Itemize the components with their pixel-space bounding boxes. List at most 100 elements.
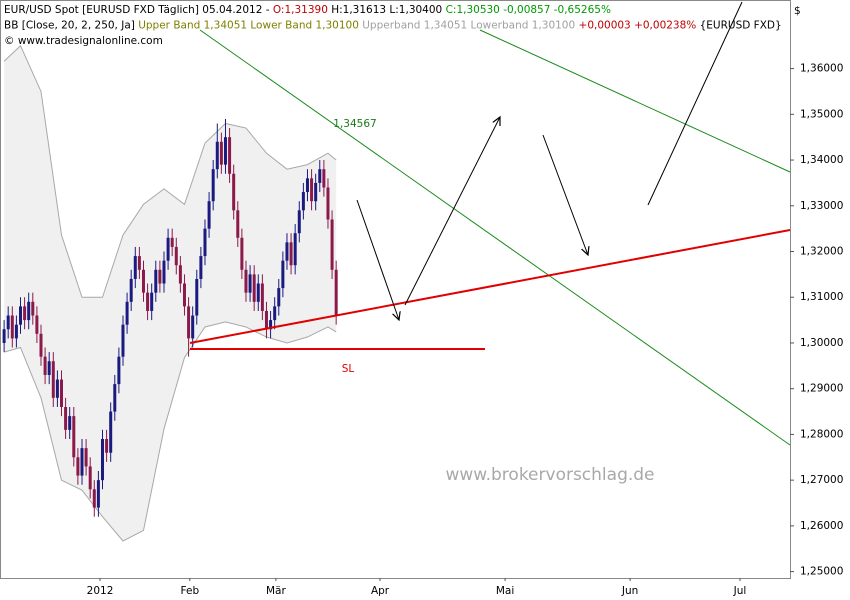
candle-body xyxy=(326,187,330,220)
candle-body xyxy=(47,361,51,375)
candle-body xyxy=(318,169,322,183)
annotation: 1,34567 xyxy=(333,118,376,130)
candle-body xyxy=(68,416,72,430)
candle-body xyxy=(121,324,125,357)
candle-body xyxy=(236,210,240,238)
header: EUR/USD Spot [EURUSD FXD Täglich] 05.04.… xyxy=(4,4,782,47)
candle-body xyxy=(305,178,309,193)
candle-body xyxy=(105,438,109,453)
candle-body xyxy=(293,233,297,266)
candle-body xyxy=(187,306,191,339)
candle-body xyxy=(228,137,232,174)
candle-body xyxy=(264,310,268,330)
candle-body xyxy=(18,306,22,325)
header-line: BB [Close, 20, 2, 250, Ja] Upper Band 1,… xyxy=(4,20,782,32)
candle-body xyxy=(223,137,227,165)
candle-body xyxy=(215,141,219,170)
x-tick-label: Jun xyxy=(621,585,638,597)
candle-body xyxy=(59,379,63,407)
arrow xyxy=(404,117,500,306)
y-tick-label: 1,33000 xyxy=(800,200,843,212)
candle-body xyxy=(297,210,301,234)
header-segment: O:1,31390 xyxy=(273,4,328,16)
candle-body xyxy=(51,361,55,398)
header-segment: +0,00003 +0,00238% xyxy=(579,20,700,32)
candle-body xyxy=(76,457,80,476)
candle-body xyxy=(195,278,199,316)
y-tick-label: 1,32000 xyxy=(800,246,843,258)
candle-body xyxy=(43,356,47,375)
candle-body xyxy=(219,141,223,165)
watermark: www.brokervorschlag.de xyxy=(445,465,654,485)
upper-band xyxy=(3,44,337,298)
candle-body xyxy=(260,283,264,311)
candle-body xyxy=(330,219,334,270)
y-tick-label: 1,31000 xyxy=(800,291,843,303)
header-segment: {EURUSD FXD} xyxy=(700,20,782,32)
candle-body xyxy=(10,315,14,339)
x-tick-label: 2012 xyxy=(87,585,114,597)
candle-body xyxy=(125,301,129,325)
arrow xyxy=(542,134,588,255)
candle-body xyxy=(72,416,76,458)
header-line: EUR/USD Spot [EURUSD FXD Täglich] 05.04.… xyxy=(4,4,611,16)
header-segment: H:1,31613 L:1,30400 xyxy=(328,4,446,16)
candle-body xyxy=(113,384,117,412)
candle-body xyxy=(84,448,88,467)
x-tick-label: Mär xyxy=(266,585,286,597)
candle-body xyxy=(178,265,182,284)
candle-body xyxy=(146,292,150,311)
candle-body xyxy=(92,489,96,508)
candle-body xyxy=(133,256,137,279)
y-tick-label: 1,36000 xyxy=(800,63,843,75)
candle-body xyxy=(322,169,326,188)
candle-body xyxy=(199,256,203,279)
candle-body xyxy=(2,329,6,343)
candle-body xyxy=(39,333,43,357)
y-axis-label: $ xyxy=(794,5,801,17)
header-segment: BB [Close, 20, 2, 250, Ja] xyxy=(4,20,138,32)
arrow xyxy=(647,1,743,206)
candle-body xyxy=(162,260,166,284)
candle-body xyxy=(281,260,285,289)
lower-band xyxy=(3,321,337,542)
header-segment: Upperband 1,34051 Lowerband 1,30100 xyxy=(362,20,578,32)
candle-body xyxy=(248,274,252,293)
y-tick-label: 1,26000 xyxy=(800,520,843,532)
candle-body xyxy=(150,292,154,311)
candle-body xyxy=(211,169,215,202)
header-segment: Upper Band 1,34051 Lower Band 1,30100 xyxy=(138,20,362,32)
x-tick-label: Jul xyxy=(733,585,747,597)
candle-body xyxy=(334,269,338,316)
y-tick-label: 1,29000 xyxy=(800,383,843,395)
candle-body xyxy=(100,438,104,481)
candle-body xyxy=(137,256,141,270)
support-line xyxy=(189,229,791,344)
trend-line xyxy=(199,29,791,446)
y-tick-label: 1,27000 xyxy=(800,474,843,486)
y-tick-label: 1,28000 xyxy=(800,428,843,440)
y-tick-label: 1,35000 xyxy=(800,108,843,120)
candle-body xyxy=(109,411,113,453)
candle-body xyxy=(27,301,31,321)
candle-body xyxy=(232,173,236,211)
candle-body xyxy=(117,356,121,385)
candle-body xyxy=(158,269,162,284)
candle-body xyxy=(141,269,145,293)
candle-body xyxy=(244,269,248,293)
x-tick-label: Mai xyxy=(496,585,514,597)
candle-body xyxy=(64,406,68,430)
arrow xyxy=(356,199,399,320)
candle-body xyxy=(240,237,244,270)
candle-body xyxy=(23,306,27,321)
candle-body xyxy=(182,283,186,307)
candle-body xyxy=(289,242,293,266)
candle-body xyxy=(207,201,211,229)
candle-body xyxy=(35,315,39,334)
candle-body xyxy=(310,178,314,202)
candle-body xyxy=(277,288,281,307)
header-segment: EUR/USD Spot [EURUSD FXD Täglich] 05.04.… xyxy=(4,4,273,16)
candle-body xyxy=(31,301,35,316)
trend-line xyxy=(479,29,791,173)
